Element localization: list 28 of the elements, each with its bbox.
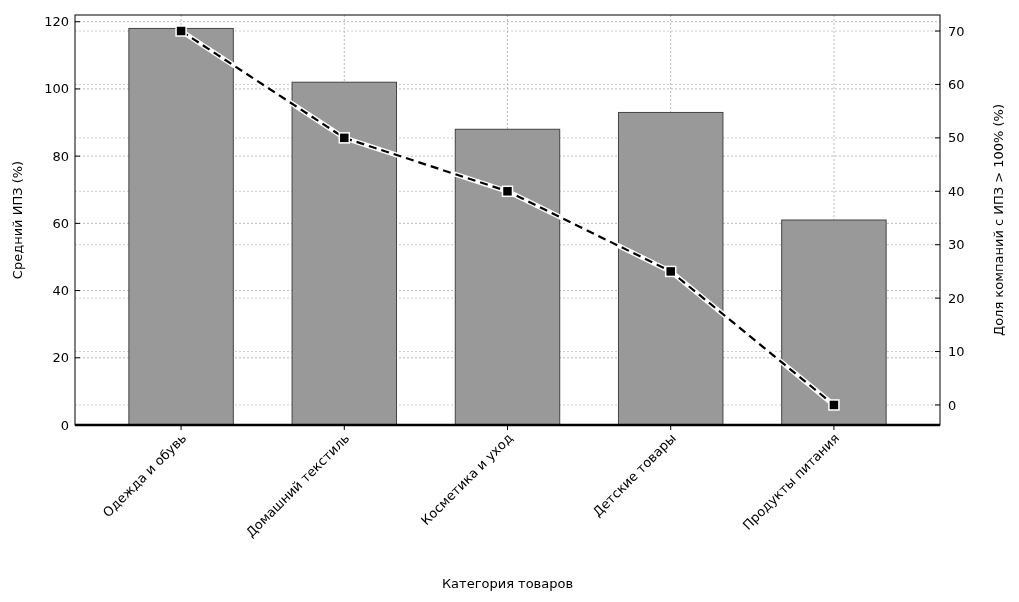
y2-tick-label: 50 <box>948 130 965 146</box>
y-axis-title: Средний ИПЗ (%) <box>10 160 25 280</box>
bar <box>617 111 724 426</box>
point <box>828 399 840 411</box>
y2-axis-title: Доля компаний с ИПЗ > 100% (%) <box>991 103 1006 337</box>
y2-tick-label: 10 <box>948 344 965 360</box>
bar <box>454 128 561 426</box>
y2-tick-label: 60 <box>948 77 965 92</box>
y-tick-label: 60 <box>52 215 69 231</box>
point <box>664 265 677 278</box>
y2-tick-label: 30 <box>948 237 965 253</box>
y-tick-label: 120 <box>44 14 69 30</box>
y2-tick-label: 70 <box>948 23 965 39</box>
bar <box>128 27 234 426</box>
y-tick-label: 80 <box>52 148 69 164</box>
bar <box>291 81 398 426</box>
y-tick-label: 0 <box>60 417 69 433</box>
y-tick-label: 40 <box>52 283 69 299</box>
y-tick-label: 20 <box>52 350 69 366</box>
y2-tick-label: 40 <box>948 183 965 199</box>
y2-tick-label: 0 <box>948 397 957 413</box>
y-tick-label: 100 <box>44 81 69 97</box>
x-axis-title: Категория товаров <box>441 576 574 591</box>
y2-tick-label: 20 <box>948 290 965 306</box>
point <box>501 185 514 198</box>
point <box>338 132 351 144</box>
bar <box>781 219 887 426</box>
point <box>175 25 187 37</box>
